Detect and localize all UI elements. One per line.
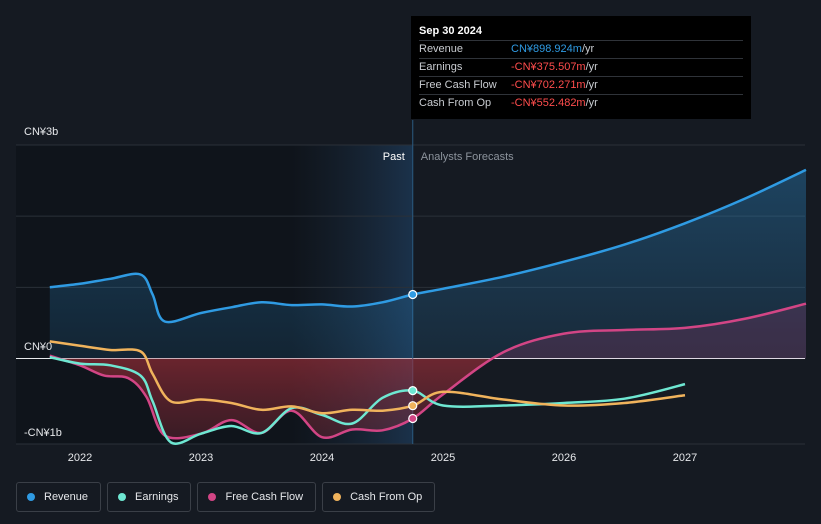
tooltip-label: Free Cash Flow (419, 79, 497, 91)
legend-label: Revenue (44, 491, 89, 503)
x-tick-label: 2025 (431, 452, 455, 464)
legend-item-earnings[interactable]: Earnings (107, 482, 192, 512)
tooltip-label: Cash From Op (419, 97, 492, 109)
tooltip-row-earnings: Earnings -CN¥375.507m /yr (419, 58, 743, 76)
earnings-line (49, 355, 686, 445)
legend-item-cash-from-op[interactable]: Cash From Op (322, 482, 436, 512)
tooltip-value: -CN¥552.482m (511, 97, 586, 109)
tooltip-value: -CN¥375.507m (511, 61, 586, 73)
x-tick-label: 2024 (310, 452, 334, 464)
revenue-area (49, 169, 807, 359)
x-tick-label: 2026 (552, 452, 576, 464)
tooltip-row-revenue: Revenue CN¥898.924m /yr (419, 40, 743, 58)
tooltip-value: -CN¥702.271m (511, 79, 586, 91)
revenue-line (49, 168, 807, 324)
legend-label: Free Cash Flow (225, 491, 304, 503)
x-tick-label: 2023 (189, 452, 213, 464)
free-cash-flow-line (49, 302, 807, 440)
past-region-label: Past (383, 151, 405, 163)
revenue-marker (408, 289, 418, 300)
free-cash-flow-positive-area (49, 303, 806, 359)
cash-from-op-line (49, 340, 686, 415)
x-tick-label: 2022 (68, 452, 92, 464)
cash-from-op-marker (408, 401, 418, 411)
tooltip-row-cash-from-op: Cash From Op -CN¥552.482m /yr (419, 94, 743, 112)
tooltip-unit: /yr (585, 61, 598, 73)
free-cash-flow-marker (408, 413, 418, 424)
revenue-dot-icon (27, 493, 35, 501)
forecast-region-label: Analysts Forecasts (421, 151, 514, 163)
y-tick-label: CN¥0 (24, 341, 52, 353)
tooltip-unit: /yr (585, 79, 598, 91)
legend: Revenue Earnings Free Cash Flow Cash Fro… (16, 482, 436, 512)
tooltip-value: CN¥898.924m (511, 43, 582, 55)
tooltip-date: Sep 30 2024 (419, 25, 482, 37)
tooltip-row-free-cash-flow: Free Cash Flow -CN¥702.271m /yr (419, 76, 743, 94)
legend-item-revenue[interactable]: Revenue (16, 482, 102, 512)
tooltip-label: Revenue (419, 43, 464, 55)
legend-label: Cash From Op (350, 491, 423, 503)
legend-label: Earnings (135, 491, 179, 503)
legend-item-free-cash-flow[interactable]: Free Cash Flow (197, 482, 317, 512)
tooltip-unit: /yr (585, 97, 598, 109)
earnings-dot-icon (118, 493, 127, 501)
x-tick-label: 2027 (673, 452, 697, 464)
y-tick-label: -CN¥1b (24, 427, 62, 439)
tooltip-label: Earnings (419, 61, 463, 73)
free-cash-flow-dot-icon (208, 493, 217, 501)
cash-from-op-dot-icon (333, 493, 342, 501)
tooltip-unit: /yr (581, 43, 595, 55)
y-tick-label: CN¥3b (24, 126, 58, 138)
tooltip: Sep 30 2024 Revenue CN¥898.924m /yr Earn… (411, 16, 751, 119)
earnings-marker (408, 386, 418, 396)
